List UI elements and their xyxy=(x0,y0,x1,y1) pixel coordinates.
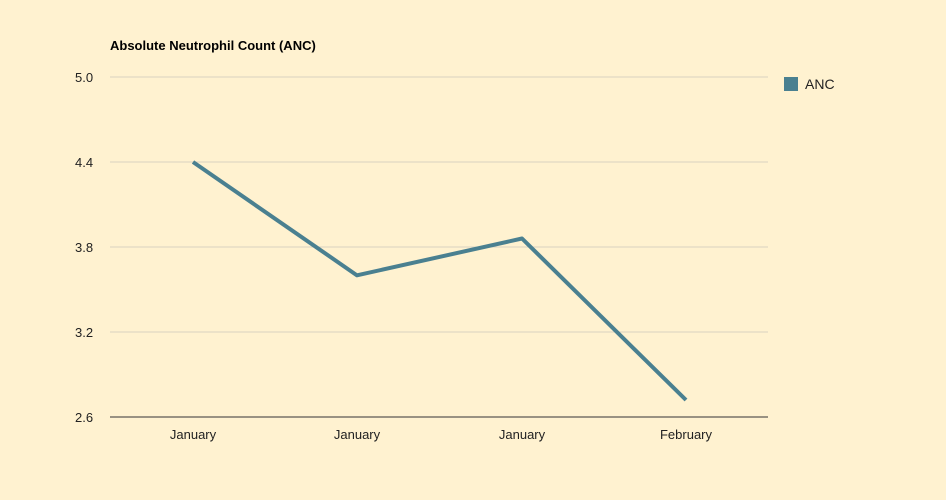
y-tick-label: 2.6 xyxy=(75,410,93,425)
legend-label-anc: ANC xyxy=(805,76,835,92)
x-tick-label: January xyxy=(499,427,546,442)
series-line-anc xyxy=(191,160,688,402)
legend: ANC xyxy=(784,76,835,92)
x-tick-label: January xyxy=(334,427,381,442)
y-tick-label: 3.2 xyxy=(75,325,93,340)
y-tick-label: 5.0 xyxy=(75,70,93,85)
x-axis-ticks: January January January February xyxy=(170,427,713,442)
x-tick-label: January xyxy=(170,427,217,442)
grid-lines xyxy=(110,76,768,333)
chart-title: Absolute Neutrophil Count (ANC) xyxy=(110,38,316,53)
y-tick-label: 4.4 xyxy=(75,155,93,170)
y-axis-ticks: 2.6 3.2 3.8 4.4 5.0 xyxy=(75,70,93,425)
legend-swatch-anc xyxy=(784,77,798,91)
y-tick-label: 3.8 xyxy=(75,240,93,255)
x-tick-label: February xyxy=(660,427,713,442)
series-group xyxy=(191,160,688,402)
